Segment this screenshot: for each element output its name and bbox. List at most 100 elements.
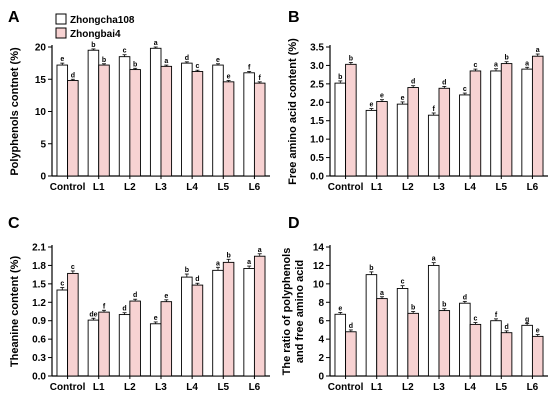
significance-letter: f [248,65,251,72]
y-tick-label: 10 [35,107,47,118]
y-tick-label: 1.2 [32,298,46,309]
significance-letter: b [349,55,353,62]
significance-letter: b [226,252,230,259]
significance-letter: b [91,42,95,49]
bar-b-s0 [396,103,409,177]
bar-d-s1 [500,332,513,377]
y-tick-label: 8 [318,298,324,309]
y-tick-label: 1.0 [310,135,324,146]
significance-letter: c [473,316,477,323]
significance-letter: a [380,290,384,297]
significance-letter: d [133,292,137,299]
y-tick-label: 0.9 [32,316,46,327]
significance-letter: de [89,311,97,318]
y-tick-label: 1.8 [32,261,46,272]
chart-panel-c: C Theanine content (%) 0.0 0.3 0.6 0.9 1.2 1.5 1… [8,215,270,393]
legend-swatch [55,27,67,39]
significance-letter: c [195,63,199,70]
bar-a-s1 [222,81,235,177]
bar-d-s1 [345,331,357,377]
bar-a-s0 [118,56,131,177]
y-tick-label: 3.0 [310,61,324,72]
significance-letter: a [494,62,498,69]
significance-letter: d [504,324,508,331]
x-tick-label: L1 [371,182,383,193]
bar-c-s1 [253,255,266,377]
significance-letter: c [123,48,127,55]
x-tick-label: L6 [249,182,261,193]
y-tick-label: 1.5 [32,279,46,290]
x-tick-label: L1 [371,382,383,393]
panel-label: D [288,215,300,232]
y-tick-label: 2.5 [310,79,324,90]
y-tick-label: 0.0 [32,372,46,383]
panel-label: C [8,215,20,232]
x-tick-label: L1 [93,382,105,393]
legend-swatch [55,13,67,25]
y-tick-label: 1.5 [310,116,324,127]
x-tick-label: L4 [186,382,198,393]
x-tick-label: Control [50,182,86,193]
bar-c-s1 [98,311,110,377]
significance-letter: f [433,106,436,113]
bar-a-s0 [149,47,162,177]
x-tick-label: L5 [495,182,507,193]
significance-letter: e [380,93,384,100]
significance-letter: e [227,74,231,81]
bar-d-s0 [396,288,409,377]
significance-letter: f [495,312,498,319]
significance-letter: d [411,79,415,86]
significance-letter: d [195,276,199,283]
y-tick-label: 20 [35,43,47,54]
x-tick-label: L1 [93,182,105,193]
bar-c-s1 [191,284,204,377]
bar-c-s0 [56,289,69,377]
y-tick-label: 5 [40,139,46,150]
x-tick-label: L5 [217,382,229,393]
x-tick-label: L5 [495,382,507,393]
bar-d-s0 [365,274,378,377]
x-tick-label: L3 [155,182,167,193]
bar-b-s1 [345,63,357,177]
bar-a-s0 [56,64,69,177]
significance-letter: b [338,74,342,81]
chart-panel-d: D The ratio of polyphenols and free amino … [281,215,548,393]
significance-letter: a [164,58,168,65]
y-axis-title: Free amino acid content (%) [287,38,299,185]
bar-d-s1 [376,298,388,377]
significance-letter: a [432,256,436,263]
panel-label: A [8,9,20,26]
significance-letter: d [185,55,189,62]
bar-a-s1 [129,69,141,177]
significance-letter: e [60,56,64,63]
panel-label: B [288,9,300,26]
significance-letter: g [525,316,529,323]
significance-letter: b [102,57,106,64]
y-tick-label: 0.0 [310,172,324,183]
y-tick-label: 12 [313,261,325,272]
significance-letter: a [154,40,158,47]
bar-a-s0 [212,64,224,177]
significance-letter: a [247,259,251,266]
bar-c-s0 [212,269,224,377]
x-tick-label: L2 [402,382,414,393]
y-axis-title: The ratio of polyphenols [281,248,293,376]
y-tick-label: 10 [313,279,325,290]
bar-b-s1 [407,87,419,177]
y-tick-label: 15 [35,75,47,86]
significance-letter: c [401,279,405,286]
y-tick-label: 2 [318,353,324,364]
bar-a-s1 [98,64,110,177]
x-tick-label: L5 [217,182,229,193]
x-tick-label: L6 [527,182,539,193]
bar-b-s0 [490,70,502,177]
bar-c-s0 [181,276,193,377]
bar-b-s0 [521,68,533,177]
bar-a-s0 [181,62,193,177]
significance-letter: b [133,61,137,68]
chart-panel-a: A Polyphenols contnet (%) 0 5 10 15 20 Control e… [8,9,270,193]
bar-c-s1 [160,301,173,377]
bar-d-s1 [407,312,419,377]
x-tick-label: L3 [155,382,167,393]
significance-letter: e [164,293,168,300]
